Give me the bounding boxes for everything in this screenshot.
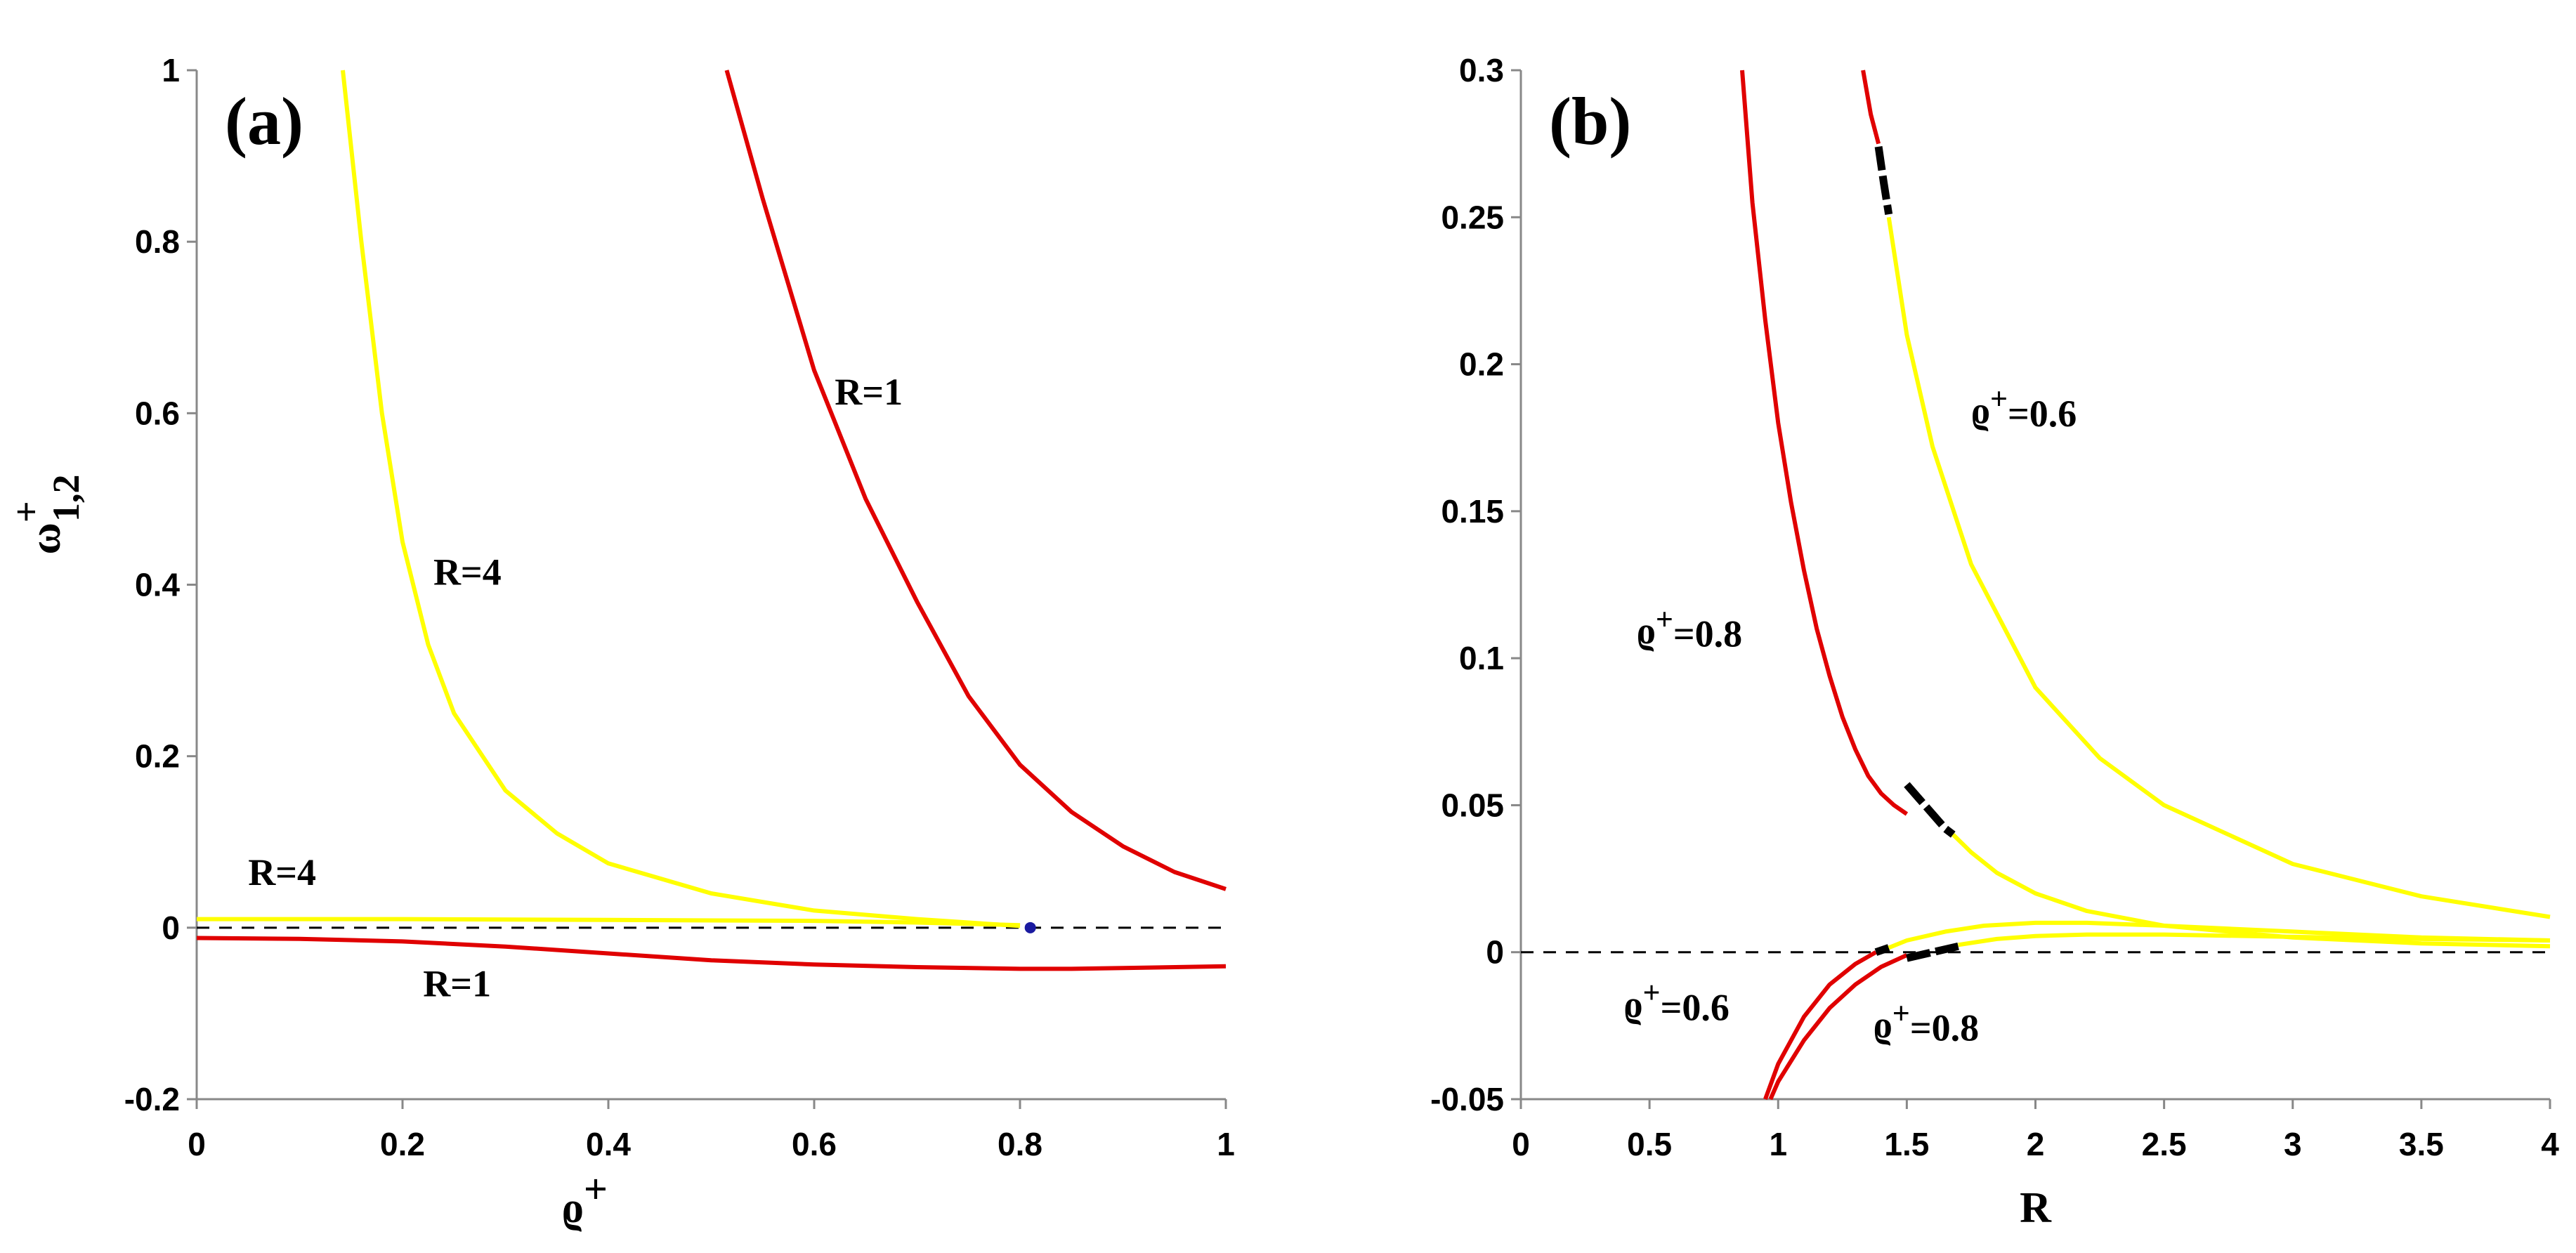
chart-a-y-tick-label: -0.2 (124, 1081, 180, 1117)
chart-a-x-tick-label: 0.2 (380, 1126, 425, 1162)
chart-b-series-line (1906, 942, 1959, 962)
chart-a-x-tick-label: 0.8 (998, 1126, 1042, 1162)
chart-b-series-line (1874, 944, 1890, 956)
chart-a-panel-label: (a) (225, 84, 303, 159)
chart-a-series-line (196, 936, 1227, 971)
panel-a: -0.200.20.40.60.810 0.2 0.4 0.6 0.8 1R=4R=1R=… (5, 52, 1234, 1232)
chart-b-x-tick-label: 4 (2541, 1126, 2559, 1162)
chart-b-x-tick-label: 3.5 (2399, 1126, 2444, 1162)
chart-b-series-line (1951, 833, 2551, 949)
chart-a-curve-annotation: R=4 (433, 551, 502, 593)
chart-a-y-tick-label: 0.4 (135, 567, 180, 603)
chart-b-series-line (1861, 70, 1881, 145)
chart-b-x-axis-label: R (2020, 1184, 2052, 1232)
chart-b-series-line (1768, 953, 1908, 1101)
chart-a-x-tick-label: 1 (1217, 1126, 1235, 1162)
chart-b-series-line (1740, 70, 1909, 816)
chart-b-x-tick-label: 0 (1512, 1126, 1530, 1162)
chart-a-x-tick-label: 0 (188, 1126, 206, 1162)
chart-b-series-line (1904, 782, 1956, 838)
chart-a-y-tick-label: 1 (162, 52, 180, 88)
chart-b-y-tick-label: -0.05 (1430, 1081, 1504, 1117)
chart-b-y-tick-label: 0.1 (1459, 640, 1504, 676)
chart-a-y-tick-label: 0.6 (135, 395, 180, 431)
chart-a-curve-annotation: R=1 (423, 963, 491, 1005)
chart-b-curve-annotation: ϱ+=0.8 (1874, 996, 1979, 1049)
chart-b-x-tick-label: 1.5 (1884, 1126, 1929, 1162)
chart-a-y-tick-label: 0.2 (135, 738, 180, 775)
chart-b-x-tick-label: 2.5 (2142, 1126, 2187, 1162)
chart-b-x-tick-label: 0.5 (1627, 1126, 1672, 1162)
chart-b-y-tick-label: 0.2 (1459, 346, 1504, 383)
chart-b-panel-label: (b) (1549, 84, 1631, 159)
chart-a-curve-annotation: R=4 (248, 851, 316, 893)
chart-a-endpoint-marker (1024, 921, 1036, 933)
chart-b-x-tick-label: 2 (2027, 1126, 2045, 1162)
chart-a-series-line (197, 917, 1021, 928)
chart-b-series-line (1763, 950, 1877, 1101)
chart-b-series-line (1888, 920, 2551, 950)
chart-a-curve-annotation: R=1 (835, 371, 903, 413)
chart-a-series-line (341, 70, 1021, 929)
chart-a-y-tick-label: 0 (162, 910, 180, 946)
chart-b-y-tick-label: 0.05 (1441, 787, 1504, 823)
chart-a-y-axis-label: ω+1,2 (5, 475, 87, 555)
chart-b-x-tick-label: 3 (2284, 1126, 2302, 1162)
chart-a-x-tick-label: 0.4 (586, 1126, 631, 1162)
chart-b-series-line (1958, 932, 2551, 947)
chart-b-series-line (1874, 146, 1893, 215)
chart-b-y-tick-label: 0 (1486, 934, 1504, 971)
chart-b-y-tick-label: 0.25 (1441, 199, 1504, 235)
chart-a-x-tick-label: 0.6 (792, 1126, 837, 1162)
chart-b-x-tick-label: 1 (1769, 1126, 1787, 1162)
chart-b-y-tick-label: 0.15 (1441, 493, 1504, 530)
chart-b-series-line (1886, 216, 2551, 919)
chart-b-y-tick-label: 0.3 (1459, 52, 1504, 88)
chart-a-series-line (724, 70, 1227, 891)
chart-a-y-tick-label: 0.8 (135, 223, 180, 260)
